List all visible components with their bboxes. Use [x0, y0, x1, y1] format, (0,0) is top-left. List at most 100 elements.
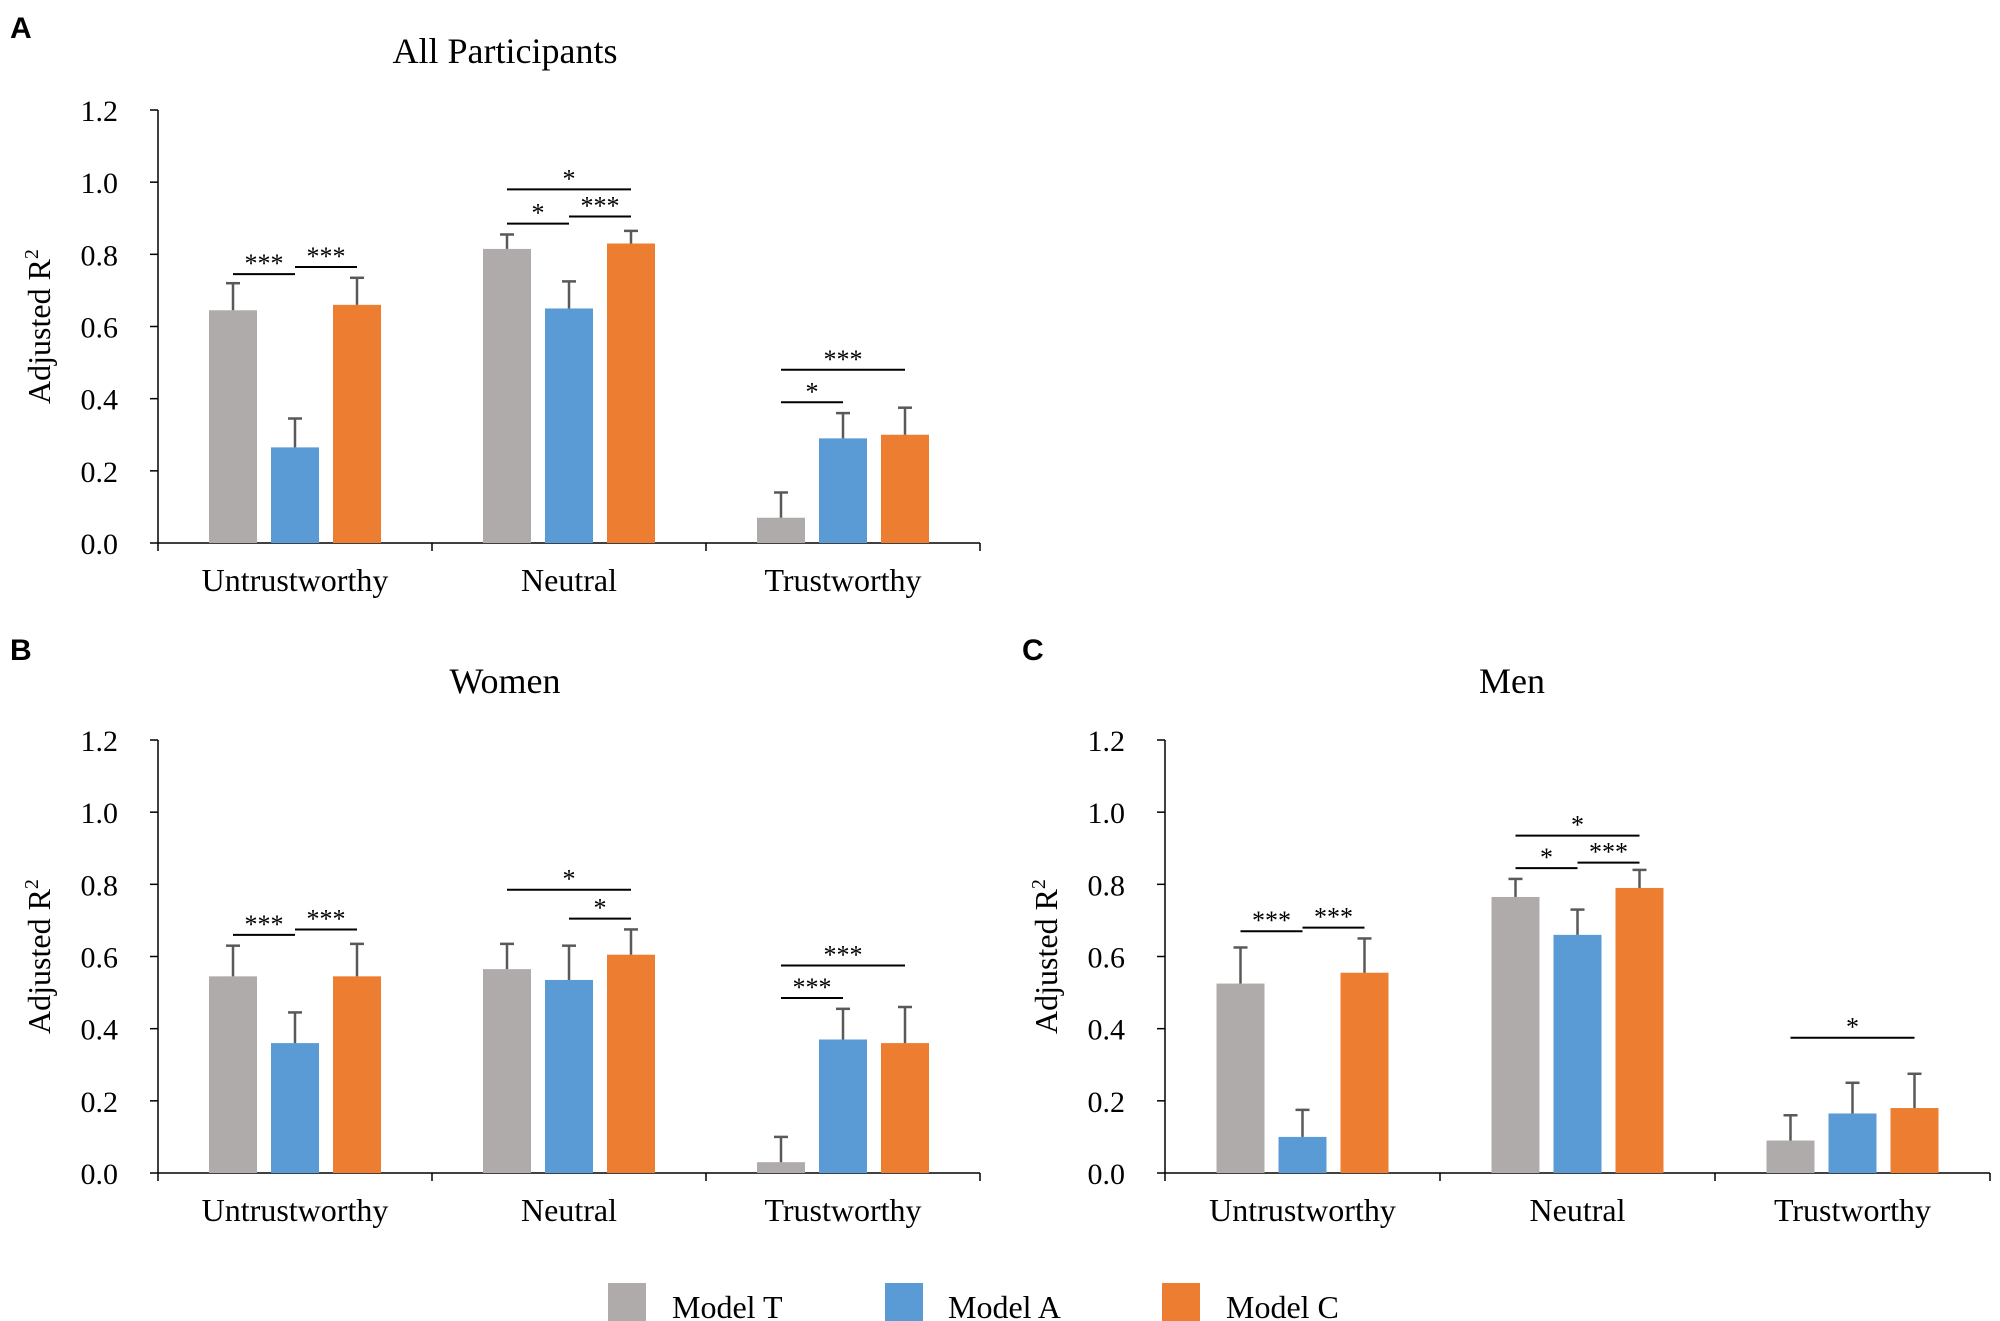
y-tick-label: 1.0 — [1088, 797, 1126, 830]
bar-model-c-neutral — [607, 243, 655, 543]
significance-label: *** — [824, 941, 863, 970]
y-tick-label: 0.0 — [1088, 1158, 1126, 1191]
bar-model-a-trustworthy — [819, 1039, 867, 1173]
legend-swatch-model-c — [1162, 1283, 1200, 1321]
x-tick-label: Untrustworthy — [202, 1192, 389, 1228]
bar-model-a-untrustworthy — [271, 447, 319, 543]
bar-model-a-neutral — [545, 979, 593, 1173]
y-tick-label: 0.2 — [1088, 1086, 1126, 1119]
significance-label: *** — [307, 904, 346, 933]
x-tick-label: Untrustworthy — [202, 562, 389, 598]
legend-swatch-model-t — [608, 1283, 646, 1321]
bar-model-t-trustworthy — [757, 517, 805, 543]
significance-label: *** — [1589, 838, 1628, 867]
y-axis-label-superscript: 2 — [1028, 879, 1050, 889]
y-axis-label-superscript: 2 — [21, 249, 43, 259]
x-tick-label: Neutral — [521, 562, 617, 598]
panel-letter: C — [1022, 634, 1044, 667]
chart-title: All Participants — [393, 31, 618, 71]
y-tick-label: 0.8 — [1088, 869, 1126, 902]
x-tick-label: Neutral — [521, 1192, 617, 1228]
chart-title: Men — [1479, 661, 1545, 701]
bar-model-a-trustworthy — [819, 438, 867, 543]
bar-model-a-untrustworthy — [271, 1043, 319, 1173]
significance-label: * — [563, 164, 576, 193]
panel-letter: A — [10, 12, 32, 45]
legend: Model T Model A Model C — [608, 1283, 1339, 1321]
bar-model-t-trustworthy — [757, 1162, 805, 1173]
y-axis-label-superscript: 2 — [21, 879, 43, 889]
bar-model-c-trustworthy — [1890, 1108, 1939, 1173]
y-tick-label: 0.8 — [81, 869, 119, 902]
bar-model-c-untrustworthy — [333, 304, 381, 543]
y-tick-label: 1.2 — [81, 725, 119, 758]
significance-label: *** — [245, 910, 284, 939]
x-tick-label: Neutral — [1530, 1192, 1626, 1228]
y-axis-label-text: Adjusted R — [21, 258, 57, 404]
y-axis-label-text: Adjusted R — [1028, 888, 1064, 1034]
bar-model-a-neutral — [545, 308, 593, 543]
significance-label: *** — [793, 973, 832, 1002]
significance-label: *** — [245, 249, 284, 278]
significance-label: * — [532, 199, 545, 228]
y-tick-label: 1.2 — [1088, 725, 1126, 758]
y-tick-label: 0.4 — [81, 1014, 119, 1047]
y-tick-label: 0.6 — [1088, 942, 1126, 975]
chart-title: Women — [449, 661, 560, 701]
legend-label-model-a: Model A — [948, 1289, 1061, 1321]
bar-model-t-untrustworthy — [209, 976, 257, 1173]
panel-a: A All Participants 0.0 0.2 0.4 0.6 0.8 1.0 1.2… — [10, 12, 981, 598]
bar-model-c-neutral — [607, 954, 655, 1173]
y-tick-label: 0.0 — [81, 1158, 119, 1191]
y-tick-label: 1.0 — [81, 797, 119, 830]
bar-model-c-trustworthy — [881, 1043, 929, 1173]
bar-model-a-untrustworthy — [1278, 1136, 1327, 1173]
x-tick-label: Untrustworthy — [1209, 1192, 1396, 1228]
significance-label: * — [594, 894, 607, 923]
y-axis-label-text: Adjusted R — [21, 888, 57, 1034]
y-axis-label: Adjusted R2 — [1028, 879, 1064, 1034]
x-tick-label: Trustworthy — [1774, 1192, 1931, 1228]
bar-model-a-trustworthy — [1828, 1113, 1877, 1173]
bar-model-a-neutral — [1553, 934, 1602, 1173]
bar-model-t-trustworthy — [1766, 1140, 1815, 1173]
bar-model-t-neutral — [483, 248, 531, 543]
bar-model-c-untrustworthy — [333, 976, 381, 1173]
y-tick-label: 0.6 — [81, 312, 119, 345]
y-axis-label: Adjusted R2 — [21, 249, 57, 404]
significance-label: * — [806, 377, 819, 406]
significance-label: *** — [307, 242, 346, 271]
bar-model-t-neutral — [1491, 896, 1540, 1173]
panel-letter: B — [10, 634, 32, 667]
significance-label: * — [563, 865, 576, 894]
bar-model-c-neutral — [1615, 887, 1664, 1173]
significance-label: *** — [1252, 906, 1291, 935]
significance-label: *** — [1314, 903, 1353, 932]
bar-model-t-untrustworthy — [209, 310, 257, 543]
y-tick-label: 1.0 — [81, 167, 119, 200]
bar-model-c-untrustworthy — [1340, 972, 1389, 1173]
significance-label: * — [1846, 1013, 1859, 1042]
bar-model-t-untrustworthy — [1216, 983, 1265, 1173]
y-tick-label: 0.8 — [81, 239, 119, 272]
y-tick-label: 0.4 — [81, 384, 119, 417]
panel-b: B Women 0.0 0.2 0.4 0.6 0.8 1.0 1.2 Adjusted R2… — [10, 634, 981, 1228]
significance-label: * — [1540, 843, 1553, 872]
legend-swatch-model-a — [885, 1283, 923, 1321]
significance-label: * — [1571, 811, 1584, 840]
x-tick-label: Trustworthy — [764, 1192, 921, 1228]
bar-model-t-neutral — [483, 969, 531, 1173]
significance-label: *** — [581, 191, 620, 220]
bar-model-c-trustworthy — [881, 434, 929, 543]
x-tick-label: Trustworthy — [764, 562, 921, 598]
y-tick-label: 0.2 — [81, 456, 119, 489]
legend-label-model-t: Model T — [672, 1289, 783, 1321]
y-axis-label: Adjusted R2 — [21, 879, 57, 1034]
y-tick-label: 0.4 — [1088, 1014, 1126, 1047]
significance-label: *** — [824, 345, 863, 374]
y-tick-label: 0.6 — [81, 942, 119, 975]
y-tick-label: 0.2 — [81, 1086, 119, 1119]
y-tick-label: 1.2 — [81, 95, 119, 128]
y-tick-label: 0.0 — [81, 528, 119, 561]
